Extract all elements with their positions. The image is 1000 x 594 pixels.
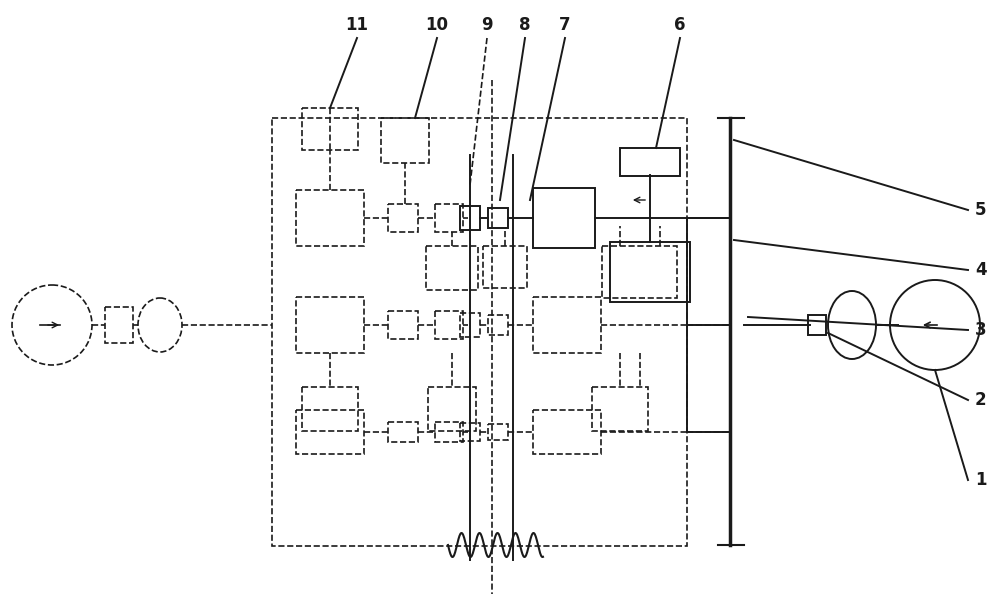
Text: 8: 8 (519, 16, 531, 34)
Bar (592, 387, 648, 431)
Bar (460, 423, 480, 441)
Bar (381, 118, 429, 163)
Text: 9: 9 (481, 16, 493, 34)
Text: 2: 2 (975, 391, 987, 409)
Bar (435, 422, 463, 442)
Bar (296, 297, 364, 353)
Bar (302, 387, 358, 431)
Bar (488, 315, 508, 335)
Bar (460, 313, 480, 337)
Bar (296, 410, 364, 454)
Bar (488, 424, 508, 440)
Bar (388, 204, 418, 232)
Bar (533, 410, 601, 454)
Bar (426, 246, 478, 290)
Bar (533, 297, 601, 353)
Bar (460, 206, 480, 230)
Bar (435, 204, 463, 232)
Bar (302, 108, 358, 150)
Text: 10: 10 (426, 16, 448, 34)
Bar (105, 307, 133, 343)
Bar (808, 315, 826, 335)
Bar (272, 118, 687, 546)
Text: 5: 5 (975, 201, 986, 219)
Text: 11: 11 (346, 16, 368, 34)
Bar (388, 422, 418, 442)
Text: 4: 4 (975, 261, 987, 279)
Bar (620, 148, 680, 176)
Text: 3: 3 (975, 321, 987, 339)
Bar (602, 246, 677, 298)
Bar (388, 311, 418, 339)
Bar (610, 242, 690, 302)
Bar (533, 188, 595, 248)
Text: 6: 6 (674, 16, 686, 34)
Bar (488, 208, 508, 228)
Bar (428, 387, 476, 431)
Bar (483, 246, 527, 288)
Bar (296, 190, 364, 246)
Bar (435, 311, 463, 339)
Text: 7: 7 (559, 16, 571, 34)
Text: 1: 1 (975, 471, 986, 489)
